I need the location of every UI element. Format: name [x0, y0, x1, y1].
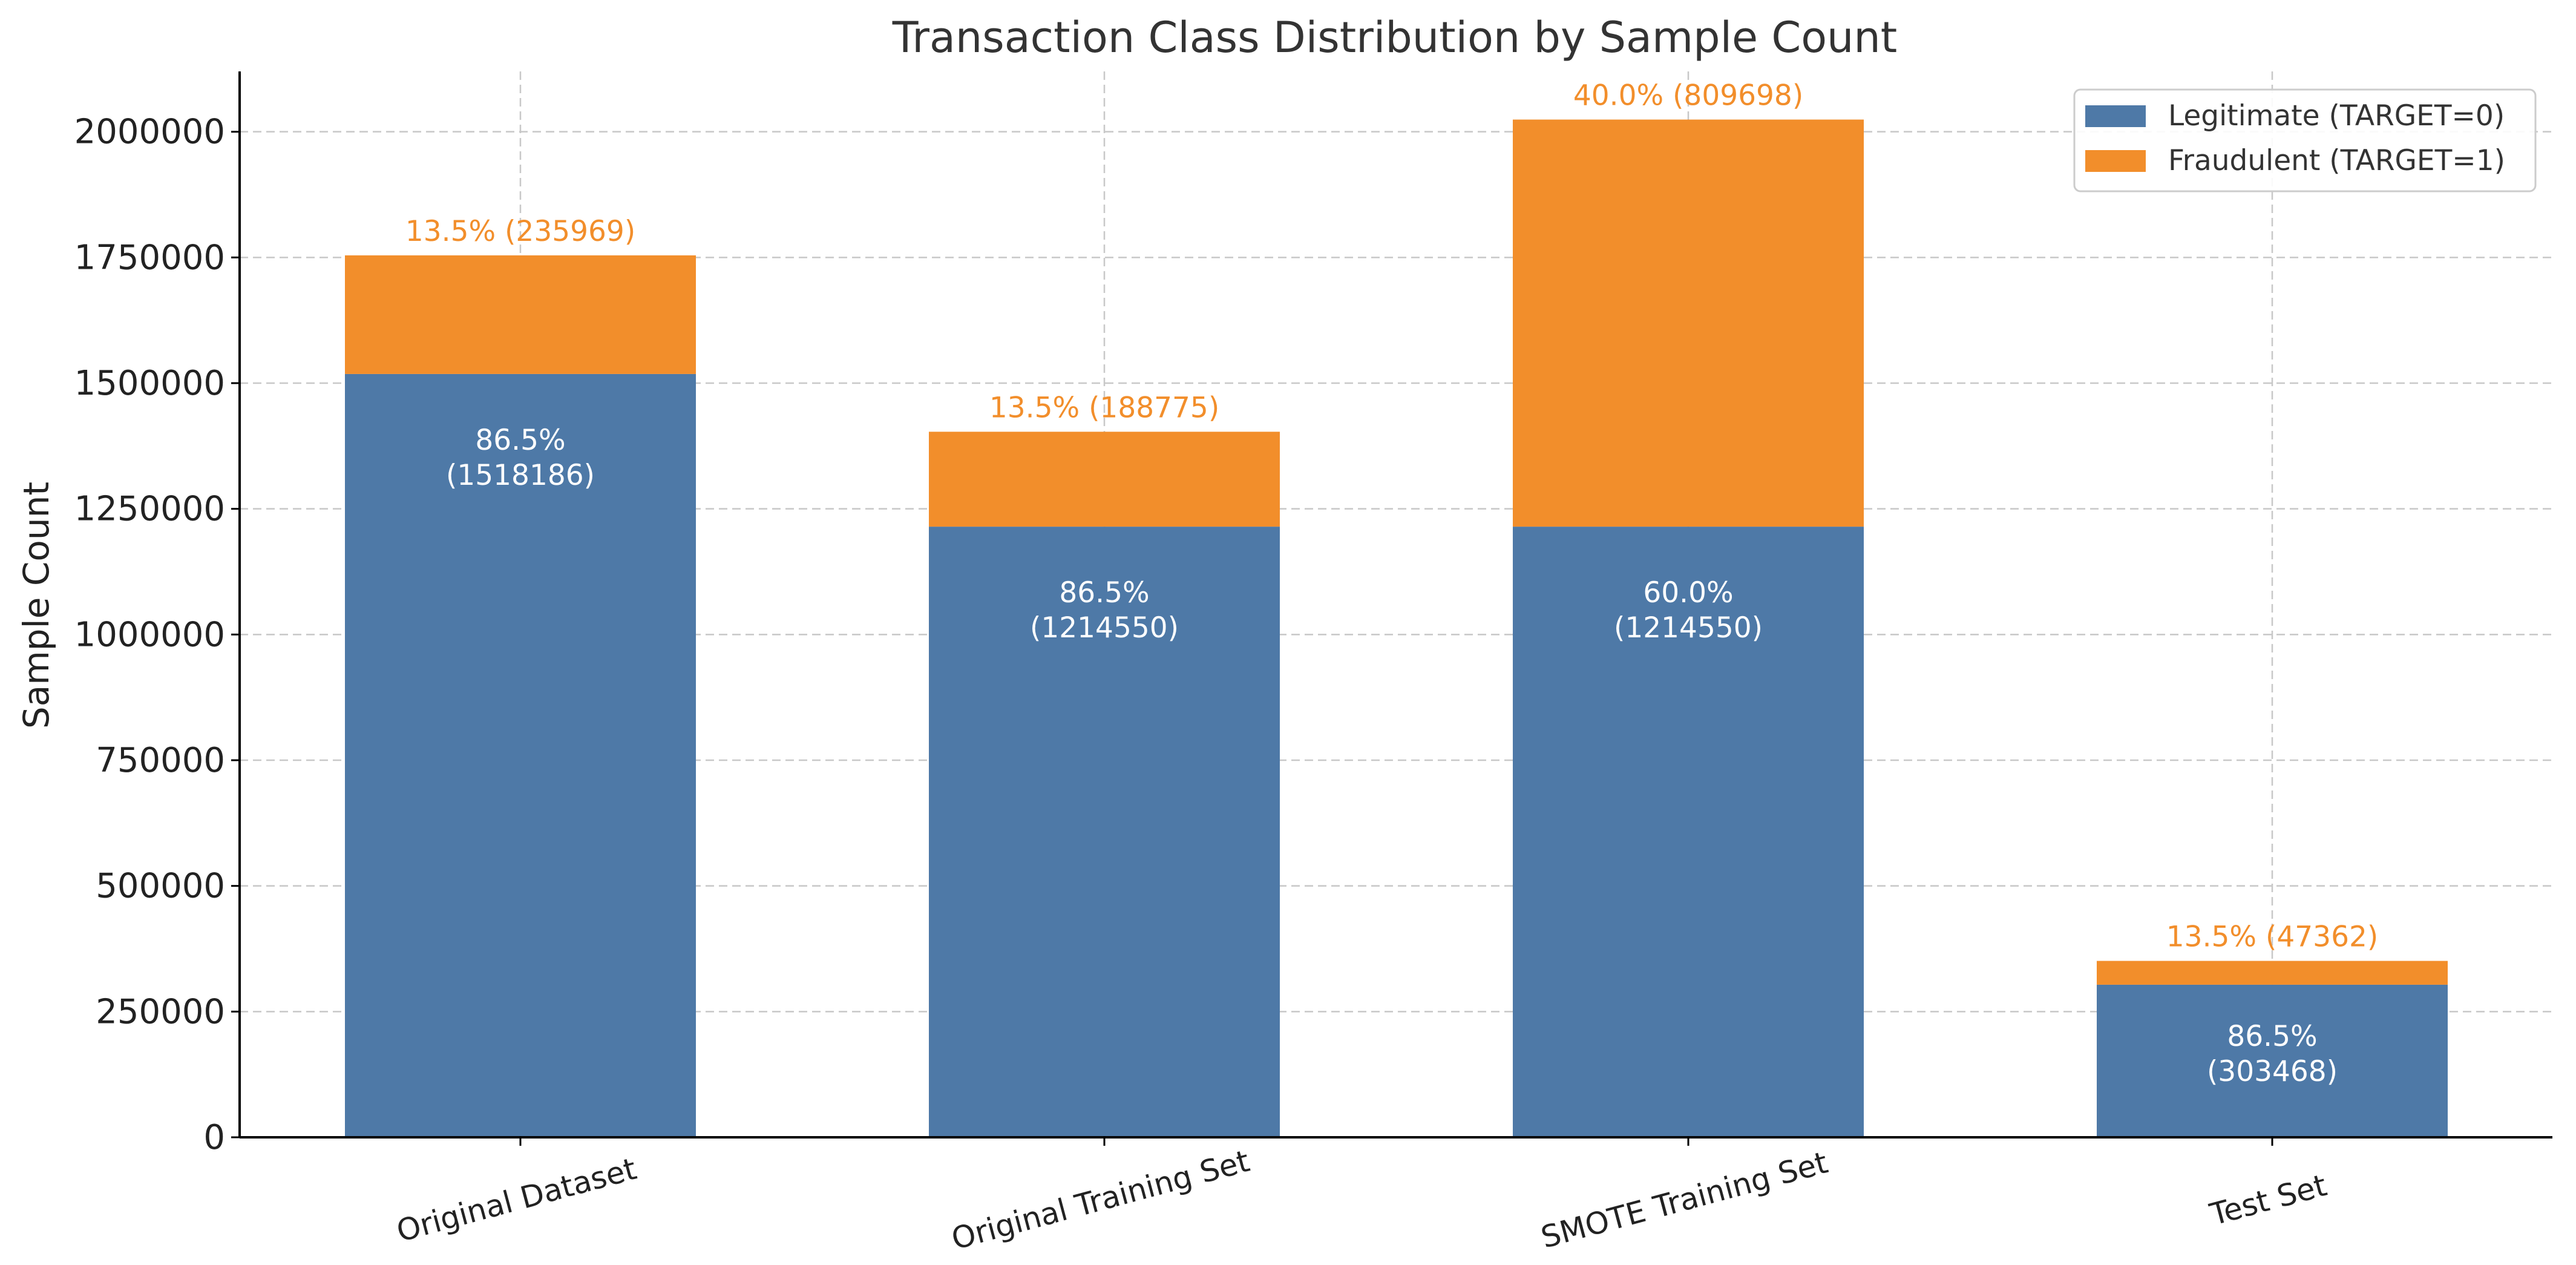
bar-legitimate — [1513, 527, 1864, 1137]
legitimate-data-label: 86.5% (303468) — [2207, 1020, 2338, 1088]
legitimate-data-label-line: (1214550) — [1614, 611, 1763, 645]
y-tick-label: 1000000 — [74, 615, 225, 654]
legend-entry-label: Legitimate (TARGET=0) — [2168, 99, 2505, 133]
legitimate-data-label-line: 86.5% — [1059, 576, 1149, 610]
bar-fraudulent — [1513, 119, 1864, 527]
legitimate-data-label-line: (1518186) — [446, 459, 595, 492]
legend-swatch — [2085, 150, 2146, 172]
fraudulent-data-label: 40.0% (809698) — [1573, 79, 1803, 113]
fraudulent-data-label: 13.5% (47362) — [2166, 921, 2378, 954]
legend-box — [2073, 88, 2537, 192]
y-tick-label: 1250000 — [74, 490, 225, 529]
x-tick-label: Original Training Set — [948, 1143, 1253, 1257]
legitimate-data-label-line: (1214550) — [1030, 611, 1179, 645]
legitimate-data-label-line: 86.5% — [2227, 1020, 2317, 1053]
legend-swatch — [2085, 105, 2146, 127]
legitimate-data-label-line: (303468) — [2207, 1055, 2338, 1088]
bar-legitimate — [2097, 984, 2448, 1137]
x-tick-label: Original Dataset — [393, 1151, 640, 1249]
y-tick-label: 500000 — [96, 867, 225, 906]
bar-legitimate — [345, 373, 696, 1137]
bar-legitimate — [929, 527, 1280, 1137]
legitimate-data-label: 60.0% (1214550) — [1614, 576, 1763, 645]
y-tick-label: 1750000 — [74, 238, 225, 277]
legitimate-data-label-line: 60.0% — [1643, 576, 1733, 610]
legend-entry-label: Fraudulent (TARGET=1) — [2168, 144, 2505, 177]
bar-fraudulent — [2097, 961, 2448, 985]
y-tick-label: 1500000 — [74, 364, 225, 403]
y-tick-label: 2000000 — [74, 113, 225, 152]
bar-fraudulent — [345, 255, 696, 374]
x-tick-label: Test Set — [2206, 1168, 2330, 1232]
y-tick-label: 0 — [203, 1118, 225, 1157]
y-tick-label: 750000 — [96, 741, 225, 780]
y-tick-label: 250000 — [96, 992, 225, 1031]
legitimate-data-label: 86.5% (1518186) — [446, 424, 595, 492]
fraudulent-data-label: 13.5% (188775) — [989, 391, 1219, 424]
legitimate-data-label-line: 86.5% — [475, 424, 565, 457]
fraudulent-data-label: 13.5% (235969) — [405, 215, 635, 248]
label-layer: 86.5% (1518186)13.5% (235969)86.5% (121455… — [405, 79, 2378, 1088]
bar-layer — [345, 119, 2448, 1137]
legitimate-data-label: 86.5% (1214550) — [1030, 576, 1179, 645]
y-axis-label: Sample Count — [16, 482, 57, 729]
chart-title: Transaction Class Distribution by Sample… — [892, 13, 1897, 62]
legend: Legitimate (TARGET=0) Fraudulent (TARGET=… — [2073, 88, 2537, 192]
bar-fraudulent — [929, 432, 1280, 527]
x-tick-label: SMOTE Training Set — [1538, 1145, 1832, 1255]
